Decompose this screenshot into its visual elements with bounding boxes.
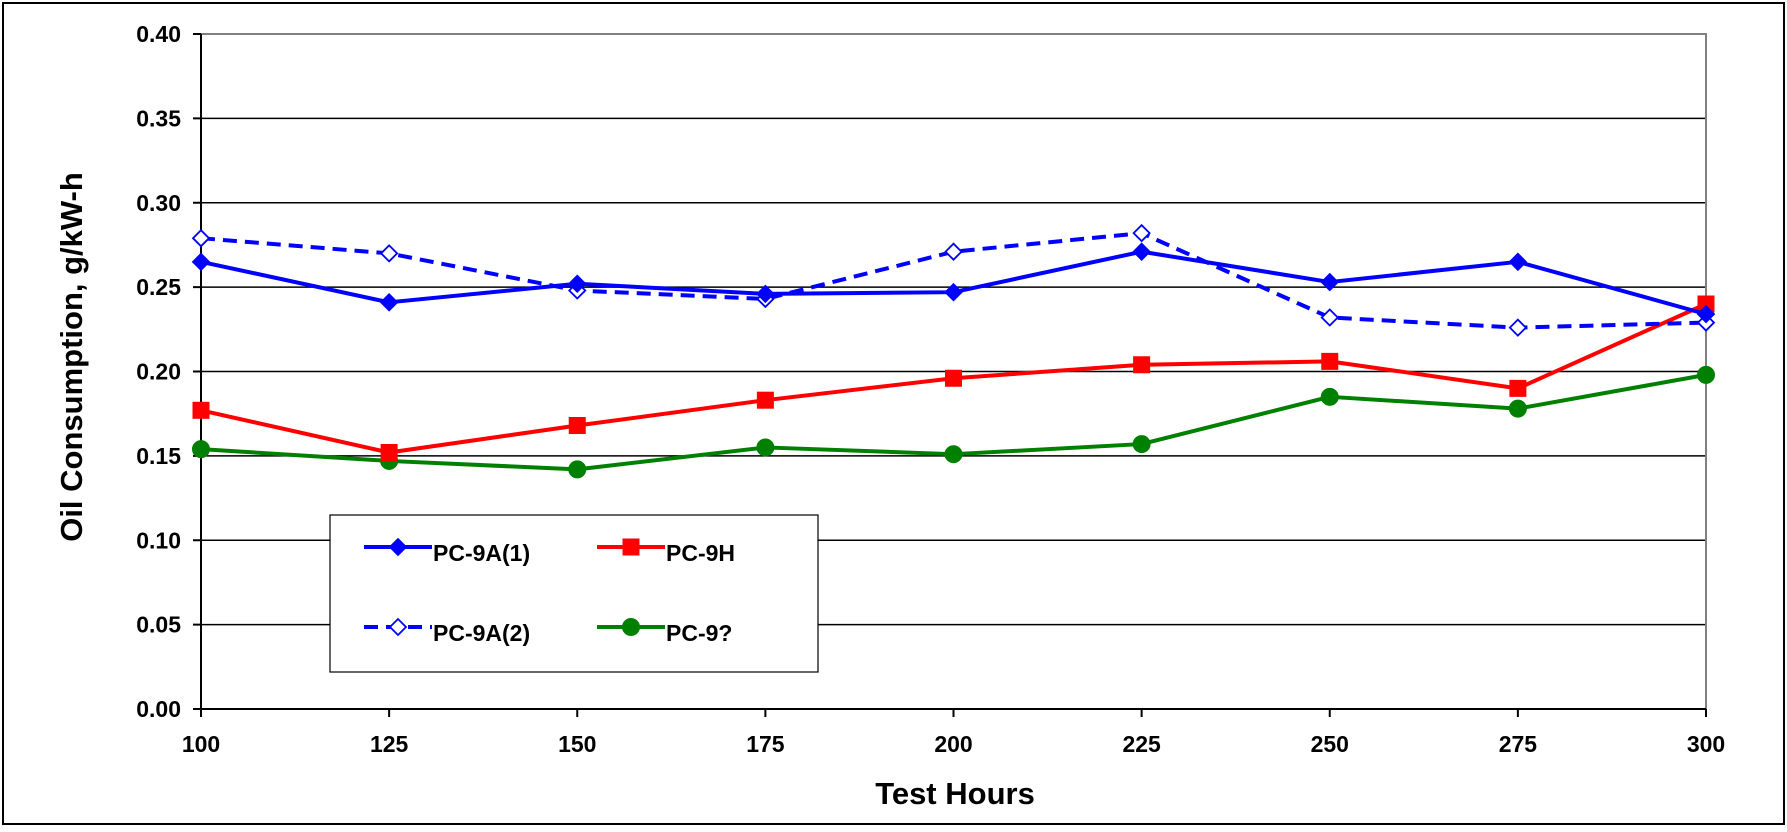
y-tick-label: 0.40 — [136, 21, 181, 47]
x-tick-label: 225 — [1122, 731, 1161, 757]
data-point — [1508, 318, 1528, 337]
data-point — [1509, 379, 1527, 397]
x-tick-label: 100 — [182, 731, 220, 757]
series-line — [200, 231, 1707, 330]
data-point — [1320, 308, 1340, 327]
data-point — [1132, 223, 1151, 243]
data-point — [1508, 252, 1528, 272]
data-point — [568, 460, 587, 479]
data-point — [756, 391, 774, 409]
data-point — [1697, 365, 1715, 384]
data-point — [1132, 242, 1151, 261]
legend-label: PC-9H — [666, 540, 735, 566]
data-point — [756, 284, 775, 304]
legend-label: PC-9? — [666, 620, 732, 646]
y-tick-label: 0.05 — [136, 612, 181, 638]
data-point — [1321, 352, 1339, 370]
x-tick-label: 300 — [1687, 731, 1725, 757]
data-point — [568, 417, 586, 434]
x-tick-label: 250 — [1311, 731, 1349, 757]
data-point — [1508, 399, 1527, 418]
y-tick-label: 0.10 — [136, 527, 181, 553]
data-point — [192, 440, 210, 459]
y-tick-label: 0.00 — [136, 696, 181, 722]
data-point — [944, 242, 963, 261]
series-lines — [191, 223, 1716, 479]
y-tick-label: 0.25 — [136, 274, 181, 300]
legend: PC-9A(1) PC-9H PC-9A(2) PC-9? — [329, 514, 819, 673]
x-tick-label: 150 — [558, 731, 596, 757]
x-axis-label: Test Hours — [875, 776, 1035, 811]
data-point — [191, 252, 211, 272]
data-point — [944, 445, 963, 464]
data-point — [379, 293, 399, 312]
legend-box — [329, 514, 819, 673]
legend-swatch-marker — [388, 537, 408, 557]
data-point — [379, 244, 399, 263]
y-tick-label: 0.30 — [136, 190, 181, 216]
x-tick-label: 275 — [1499, 731, 1538, 757]
data-point — [191, 228, 211, 248]
x-tick-label: 125 — [370, 731, 409, 757]
legend-label: PC-9A(2) — [433, 620, 530, 646]
axes: 0.00 0.05 0.10 0.15 0.20 0.25 0.30 0.35 0.40 100 1… — [136, 21, 1725, 757]
y-tick-label: 0.20 — [136, 359, 181, 385]
data-point — [1320, 387, 1339, 406]
data-point — [192, 401, 210, 419]
data-point — [567, 274, 587, 294]
x-tick-label: 200 — [934, 731, 972, 757]
data-point — [1320, 272, 1340, 292]
y-tick-label: 0.15 — [136, 443, 181, 469]
data-point — [756, 438, 775, 457]
data-point — [1133, 356, 1151, 374]
y-axis-label: Oil Consumption, g/kW-h — [54, 172, 89, 542]
y-tick-label: 0.35 — [136, 105, 181, 131]
legend-label: PC-9A(1) — [433, 540, 530, 566]
legend-swatch-marker — [622, 618, 640, 636]
data-point — [380, 444, 398, 461]
data-point — [945, 369, 962, 387]
data-point — [1132, 435, 1151, 454]
x-tick-label: 175 — [746, 731, 785, 757]
data-point — [944, 282, 963, 302]
legend-swatch-marker — [622, 538, 640, 556]
data-point — [1696, 304, 1716, 324]
legend-swatch-marker — [388, 617, 408, 637]
